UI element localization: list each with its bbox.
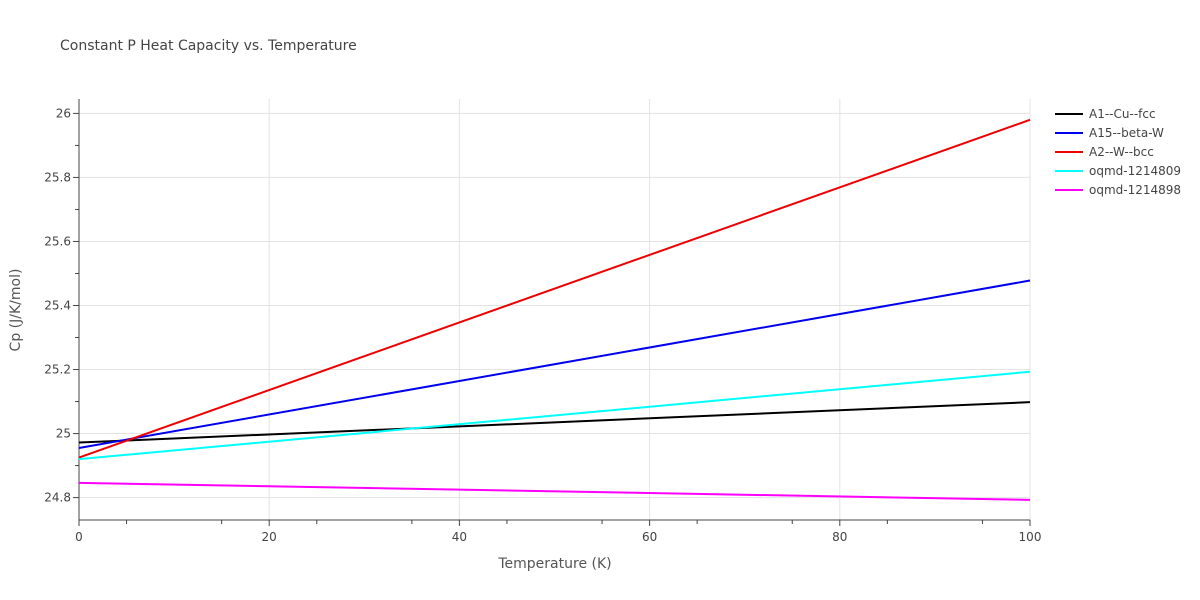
legend: A1--Cu--fcc A15--beta-W A2--W--bcc oqmd-121… [1055,107,1181,197]
x-tick-label: 20 [262,530,277,544]
y-tick-label: 25.2 [44,363,71,377]
chart-title: Constant P Heat Capacity vs. Temperature [60,38,357,54]
series-line-A1--Cu--fcc [78,401,1031,444]
y-axis-title: Cp (J/K/mol) [8,269,24,352]
y-tick-label: 25.8 [44,170,71,184]
series-line-A15--beta-W [78,279,1031,449]
x-tick-label: 40 [452,530,467,544]
legend-label: A2--W--bcc [1089,145,1154,159]
y-tick-label: 24.8 [44,491,71,505]
legend-label: oqmd-1214898 [1089,183,1181,197]
x-tick-label: 80 [832,530,847,544]
y-ticks: 24.8 25 25.2 25.4 25.6 25.8 26 [44,106,79,505]
x-ticks: 0 20 40 60 80 100 [75,520,1041,544]
x-axis-title: Temperature (K) [497,556,611,572]
legend-label: A1--Cu--fcc [1089,107,1156,121]
y-tick-label: 25 [56,427,71,441]
plot-lines [78,118,1031,501]
legend-label: oqmd-1214809 [1089,164,1181,178]
minor-ticks [75,144,983,524]
grid [79,99,1031,520]
series-line-oqmd-1214809 [78,370,1031,461]
y-tick-label: 26 [56,106,71,120]
x-tick-label: 100 [1019,530,1042,544]
series-line-A2--W--bcc [78,118,1031,459]
series-line-oqmd-1214898 [78,481,1031,501]
legend-label: A15--beta-W [1089,126,1164,140]
x-tick-label: 60 [642,530,657,544]
x-tick-label: 0 [75,530,83,544]
y-tick-label: 25.6 [44,234,71,248]
y-tick-label: 25.4 [44,298,71,312]
